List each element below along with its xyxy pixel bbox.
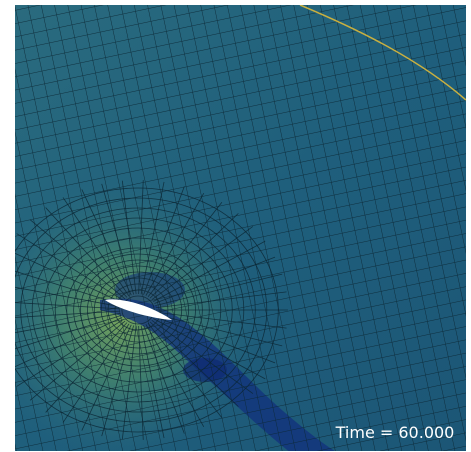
time-label: Time = 60.000	[335, 423, 455, 442]
field	[0, 5, 466, 452]
simulation-view: Time = 60.000	[0, 0, 471, 452]
page: {"annotation": {"time_label": "Time = 60…	[0, 0, 471, 452]
